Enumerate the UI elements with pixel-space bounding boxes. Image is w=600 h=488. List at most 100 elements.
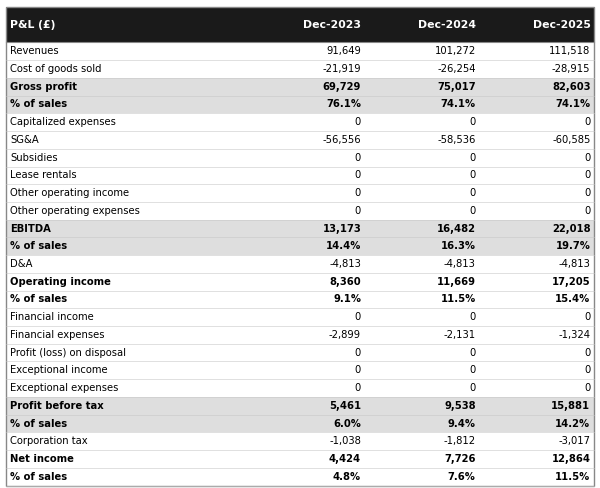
Text: 16.3%: 16.3% <box>441 241 476 251</box>
Text: 0: 0 <box>355 383 361 393</box>
Text: Dec-2023: Dec-2023 <box>303 20 361 30</box>
Text: Exceptional expenses: Exceptional expenses <box>10 383 119 393</box>
Text: 0: 0 <box>584 312 590 322</box>
Text: 0: 0 <box>355 188 361 198</box>
Bar <box>365 362 479 379</box>
Bar <box>365 432 479 450</box>
Bar <box>479 149 594 166</box>
Bar <box>250 166 365 184</box>
Bar <box>6 379 250 397</box>
Text: 0: 0 <box>469 117 476 127</box>
Bar <box>6 255 250 273</box>
Bar <box>479 379 594 397</box>
Text: % of sales: % of sales <box>10 241 67 251</box>
Text: 0: 0 <box>584 383 590 393</box>
Text: 12,864: 12,864 <box>551 454 590 464</box>
Text: 0: 0 <box>584 206 590 216</box>
Bar <box>365 113 479 131</box>
Text: 0: 0 <box>355 153 361 163</box>
Bar <box>250 397 365 415</box>
Bar <box>250 60 365 78</box>
Text: 0: 0 <box>469 153 476 163</box>
Text: Operating income: Operating income <box>10 277 111 287</box>
Text: 4,424: 4,424 <box>329 454 361 464</box>
Bar <box>479 78 594 96</box>
Bar <box>479 60 594 78</box>
Bar <box>365 7 479 42</box>
Text: 0: 0 <box>469 312 476 322</box>
Text: SG&A: SG&A <box>10 135 39 145</box>
Bar <box>250 184 365 202</box>
Text: -28,915: -28,915 <box>552 64 590 74</box>
Text: Revenues: Revenues <box>10 46 59 56</box>
Bar <box>250 362 365 379</box>
Bar <box>250 326 365 344</box>
Bar <box>365 149 479 166</box>
Bar <box>250 220 365 238</box>
Bar <box>250 468 365 486</box>
Text: 0: 0 <box>469 347 476 358</box>
Text: 0: 0 <box>584 366 590 375</box>
Text: D&A: D&A <box>10 259 33 269</box>
Bar <box>365 468 479 486</box>
Text: 0: 0 <box>469 383 476 393</box>
Text: 0: 0 <box>584 117 590 127</box>
Bar <box>6 96 250 113</box>
Text: % of sales: % of sales <box>10 472 67 482</box>
Bar <box>479 96 594 113</box>
Bar <box>6 149 250 166</box>
Text: 17,205: 17,205 <box>552 277 590 287</box>
Bar <box>365 184 479 202</box>
Bar <box>365 415 479 432</box>
Bar <box>250 379 365 397</box>
Text: 69,729: 69,729 <box>323 82 361 92</box>
Bar <box>365 78 479 96</box>
Text: Other operating expenses: Other operating expenses <box>10 206 140 216</box>
Bar <box>479 42 594 60</box>
Bar <box>6 78 250 96</box>
Bar <box>479 432 594 450</box>
Text: 9.4%: 9.4% <box>448 419 476 428</box>
Bar <box>479 450 594 468</box>
Bar <box>6 42 250 60</box>
Text: 11,669: 11,669 <box>437 277 476 287</box>
Bar <box>365 273 479 290</box>
Text: Lease rentals: Lease rentals <box>10 170 77 181</box>
Text: 0: 0 <box>584 347 590 358</box>
Bar <box>479 344 594 362</box>
Text: 19.7%: 19.7% <box>556 241 590 251</box>
Text: Cost of goods sold: Cost of goods sold <box>10 64 102 74</box>
Text: 0: 0 <box>584 153 590 163</box>
Bar <box>365 308 479 326</box>
Bar <box>250 273 365 290</box>
Text: 9,538: 9,538 <box>444 401 476 411</box>
Bar <box>6 308 250 326</box>
Text: 14.4%: 14.4% <box>326 241 361 251</box>
Text: % of sales: % of sales <box>10 419 67 428</box>
Bar <box>365 96 479 113</box>
Bar <box>6 202 250 220</box>
Bar <box>250 290 365 308</box>
Text: 0: 0 <box>469 170 476 181</box>
Bar <box>250 344 365 362</box>
Text: 91,649: 91,649 <box>326 46 361 56</box>
Text: Subsidies: Subsidies <box>10 153 58 163</box>
Bar <box>6 7 250 42</box>
Text: -4,813: -4,813 <box>559 259 590 269</box>
Text: 15,881: 15,881 <box>551 401 590 411</box>
Bar <box>6 166 250 184</box>
Bar <box>479 202 594 220</box>
Bar <box>6 131 250 149</box>
Bar <box>365 166 479 184</box>
Bar <box>365 255 479 273</box>
Bar <box>250 131 365 149</box>
Bar <box>250 255 365 273</box>
Text: Other operating income: Other operating income <box>10 188 130 198</box>
Text: Financial expenses: Financial expenses <box>10 330 105 340</box>
Text: 8,360: 8,360 <box>329 277 361 287</box>
Text: % of sales: % of sales <box>10 294 67 305</box>
Bar <box>365 60 479 78</box>
Text: 111,518: 111,518 <box>549 46 590 56</box>
Text: -60,585: -60,585 <box>552 135 590 145</box>
Bar <box>365 238 479 255</box>
